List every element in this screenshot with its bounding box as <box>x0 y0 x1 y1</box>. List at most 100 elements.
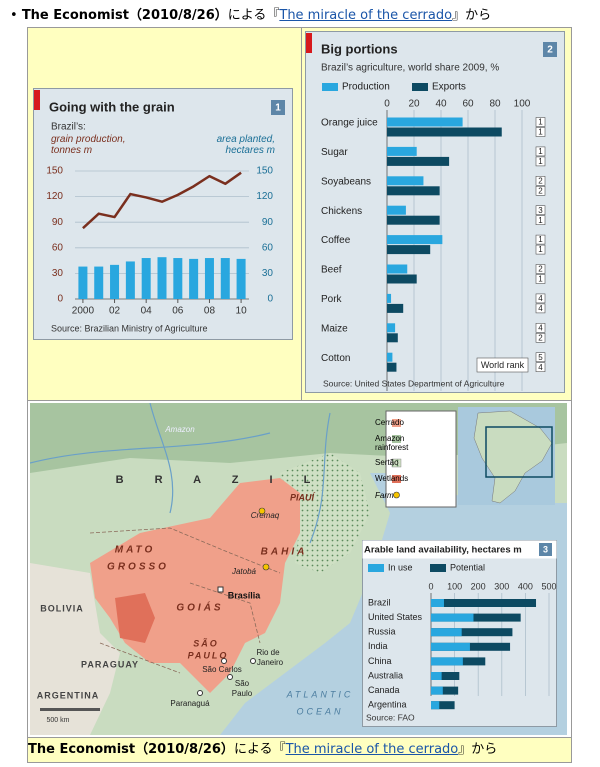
rank-box <box>535 362 546 373</box>
bullet: • <box>10 8 22 23</box>
category-label: Maize <box>321 323 348 334</box>
rank-box <box>535 332 546 343</box>
bar <box>157 257 167 299</box>
rank-box <box>535 117 546 127</box>
x-tick-label: 200 <box>471 581 486 591</box>
rank-value: 2 <box>538 333 543 342</box>
chart-3-svg: Arable land availability, hectares m 3 0 10… <box>362 540 557 727</box>
y2-tick-label: 0 <box>267 294 273 305</box>
category-label: Soyabeans <box>321 176 371 187</box>
y-tick-label: 120 <box>46 191 63 202</box>
rank-box <box>535 146 546 157</box>
legend-swatch <box>412 83 428 91</box>
header: • The Economist（2010/8/26）による『The miracl… <box>10 4 491 23</box>
map-label: BAHIA <box>261 547 308 558</box>
bar <box>431 701 455 710</box>
x-tick-label: 40 <box>435 99 447 110</box>
map-label: ARGENTINA <box>37 690 100 700</box>
bar <box>204 258 214 299</box>
category-label: Orange juice <box>321 118 378 129</box>
map-label: Brasília <box>228 590 262 600</box>
bar <box>431 642 470 651</box>
map-label: Paranaguá <box>170 699 210 708</box>
rank-value: 1 <box>538 157 543 166</box>
x-tick-label: 10 <box>236 306 248 317</box>
x-tick-label: 100 <box>514 99 531 110</box>
map-label: ATLANTIC <box>286 689 354 699</box>
sertao <box>280 453 370 573</box>
city <box>221 658 227 664</box>
legend-entry: Farm <box>375 491 394 500</box>
map-label: SÃO <box>193 638 219 648</box>
category-label: China <box>368 656 392 666</box>
bar <box>220 258 230 299</box>
bar <box>387 264 408 274</box>
x-tick-label: 0 <box>428 581 433 591</box>
red-tag <box>34 90 40 110</box>
y2-tick-label: 90 <box>262 217 274 228</box>
map-label: Cremaq <box>251 511 280 520</box>
chart-title: Arable land availability, hectares m <box>364 545 522 556</box>
subtitle: Brazil’s: <box>51 122 86 133</box>
country <box>30 563 120 735</box>
rank-value: 4 <box>538 304 543 313</box>
rank-box <box>535 127 546 137</box>
x-tick-label: 0 <box>384 99 390 110</box>
bar <box>431 628 513 637</box>
bar <box>431 672 442 680</box>
number-box <box>543 42 557 57</box>
chart-title: Big portions <box>321 41 398 56</box>
legend-entry: area planted, hectares m <box>216 134 275 156</box>
caption-link[interactable]: The miracle of the cerrado <box>285 742 459 757</box>
map-label: GROSSO <box>107 562 169 573</box>
rank-value: 5 <box>538 353 543 362</box>
bar <box>431 613 474 622</box>
header-bold: The Economist（2010/8/26） <box>21 8 228 23</box>
legend-swatch <box>392 435 401 443</box>
river <box>29 402 331 544</box>
bar <box>431 613 521 622</box>
capital <box>217 586 224 593</box>
chart-title: Going with the grain <box>49 99 175 114</box>
bar <box>387 333 398 343</box>
rank-value: 4 <box>538 323 543 332</box>
bar <box>387 176 424 186</box>
rank-box <box>535 244 546 255</box>
y2-tick-label: 150 <box>256 166 273 177</box>
red-tag <box>306 33 312 53</box>
category-label: Brazil <box>368 597 391 607</box>
legend-entry: grain production, tonnes m <box>51 134 126 156</box>
rank-box <box>535 234 546 245</box>
map-label: São <box>235 679 250 688</box>
bar <box>78 266 88 299</box>
bar <box>110 264 120 299</box>
x-tick-label: 300 <box>494 581 509 591</box>
wetlands <box>115 593 155 643</box>
x-tick-label: 06 <box>172 306 184 317</box>
map-label: MATO <box>115 545 156 556</box>
legend-entry: Sertão <box>375 458 399 467</box>
category-label: Russia <box>368 627 396 637</box>
bar <box>387 245 431 255</box>
y-tick-label: 0 <box>57 294 63 305</box>
bar <box>236 258 246 299</box>
title-strip <box>362 540 557 559</box>
chart-3: Arable land availability, hectares m 3 0 10… <box>362 540 557 727</box>
legend-swatch <box>430 564 446 572</box>
number-box <box>271 100 285 115</box>
legend-label: Production <box>342 82 390 93</box>
legend-label: Exports <box>432 82 466 93</box>
bar <box>431 701 440 710</box>
y2-tick-label: 30 <box>262 268 274 279</box>
rank-box <box>535 303 546 314</box>
map-label: Paulo <box>232 689 253 698</box>
map-label: 500 km <box>47 717 70 724</box>
bar <box>387 146 417 156</box>
map-label: Janeiro <box>257 658 284 667</box>
bar <box>125 261 135 299</box>
bar <box>387 323 396 333</box>
header-link[interactable]: The miracle of the cerrado <box>279 8 453 23</box>
y2-tick-label: 120 <box>256 191 273 202</box>
rank-box <box>535 322 546 333</box>
